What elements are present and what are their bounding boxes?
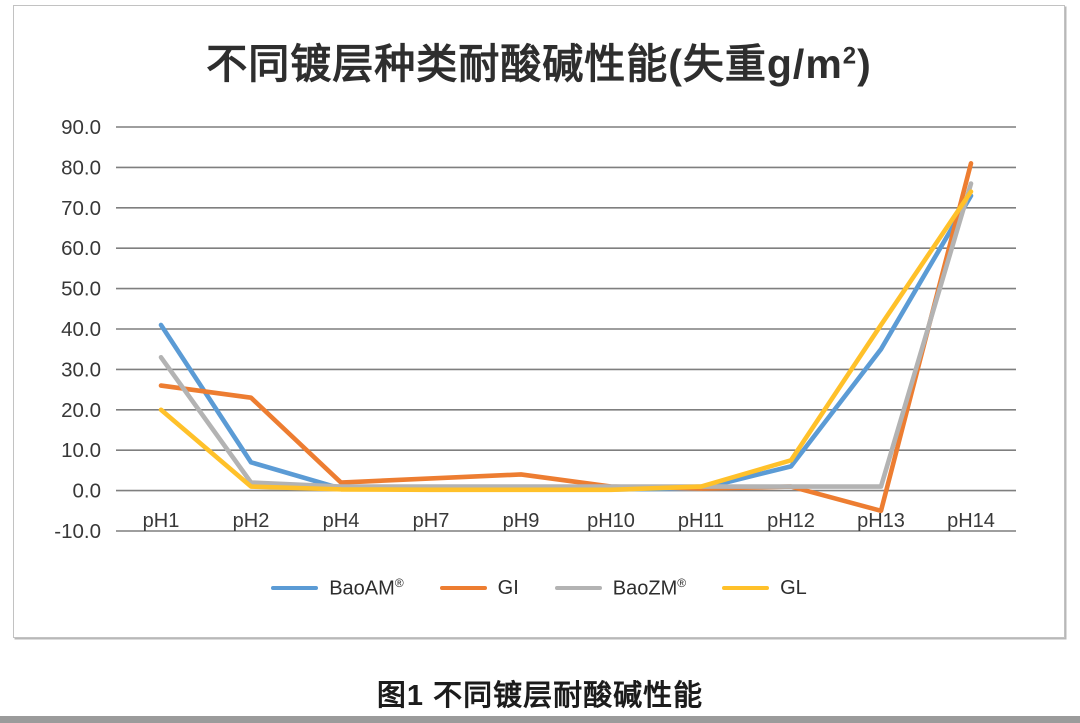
x-axis-tick-label: pH9 xyxy=(503,510,540,532)
series-line-BaoZM xyxy=(158,181,974,489)
line-chart-plot: 90.0 80.0 70.0 60.0 50.0 40.0 30.0 20.0 10.0 0.0 -… xyxy=(54,116,1016,543)
x-axis-tick-label: pH14 xyxy=(947,510,995,532)
y-axis-tick-label: 70.0 xyxy=(61,197,101,220)
y-axis-tick-label: 20.0 xyxy=(61,399,101,422)
y-axis-tick-label: 80.0 xyxy=(61,156,101,179)
figure-caption: 图1 不同镀层耐酸碱性能 xyxy=(376,680,704,712)
legend-swatch xyxy=(271,585,319,591)
legend-item-GI: GI xyxy=(439,576,519,600)
legend-swatch xyxy=(439,585,487,591)
legend-item-GL: GL xyxy=(722,577,807,600)
y-axis-tick-label: 30.0 xyxy=(61,358,101,381)
y-axis-tick-label: 0.0 xyxy=(73,480,102,503)
legend-swatch xyxy=(722,585,770,591)
x-axis-tick-label: pH11 xyxy=(678,510,724,532)
chart-legend: BaoAM® GI BaoZM® GL xyxy=(14,568,1064,608)
x-axis-tick-label: pH1 xyxy=(143,510,180,532)
superscript: ® xyxy=(677,575,687,590)
x-axis-tick-label: pH13 xyxy=(857,510,905,532)
legend-label: GI xyxy=(497,576,519,599)
y-axis-tick-label: -10.0 xyxy=(54,520,101,543)
y-axis-tick-label: 10.0 xyxy=(61,439,101,462)
y-axis-tick-label: 50.0 xyxy=(61,278,101,301)
x-axis-tick-label: pH12 xyxy=(767,510,815,532)
superscript: ® xyxy=(394,575,404,590)
y-axis-tick-label: 90.0 xyxy=(61,116,101,139)
series-line-GI xyxy=(158,161,974,514)
series-line-BaoAM xyxy=(158,193,974,492)
x-axis-tick-label: pH10 xyxy=(587,510,635,532)
y-axis-tick-label: 60.0 xyxy=(61,237,101,260)
x-axis-tick-label: pH4 xyxy=(323,510,360,532)
legend-label: BaoAM® xyxy=(329,575,404,600)
x-axis-tick-label: pH2 xyxy=(233,510,270,532)
legend-label: GL xyxy=(780,576,807,599)
superscript: 2 xyxy=(842,42,858,70)
chart-title: 不同镀层种类耐酸碱性能(失重g/m2) xyxy=(206,41,872,87)
y-axis-tick-label: 40.0 xyxy=(61,318,101,341)
legend-swatch xyxy=(554,585,602,591)
bottom-edge-strip xyxy=(0,716,1080,723)
series-line-GL xyxy=(158,189,974,493)
chart-container: 不同镀层种类耐酸碱性能(失重g/m2) 90.0 80.0 70.0 60.0 50.0… xyxy=(13,5,1065,638)
x-axis-tick-label: pH7 xyxy=(413,510,450,532)
legend-item-BaoAM: BaoAM® xyxy=(271,575,404,601)
legend-label: BaoZM® xyxy=(612,575,687,600)
legend-item-BaoZM: BaoZM® xyxy=(554,575,687,601)
